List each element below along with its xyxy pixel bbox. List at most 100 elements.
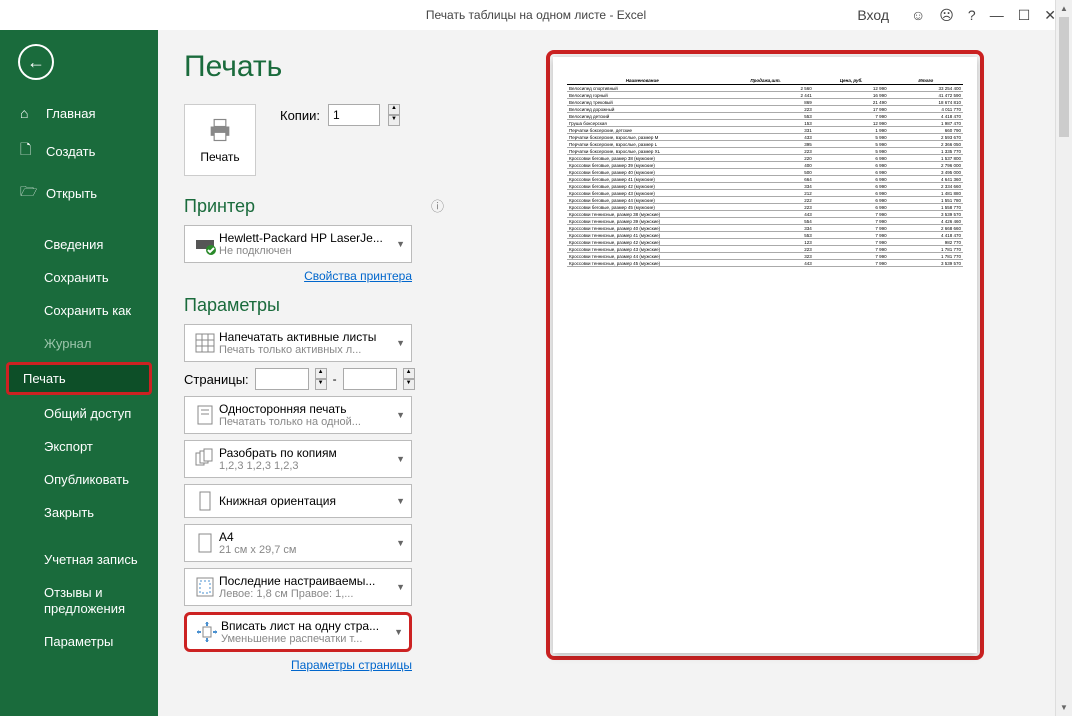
pages-to-input[interactable] [343, 368, 397, 390]
printer-status-icon [191, 232, 219, 256]
chevron-down-icon: ▼ [396, 538, 405, 548]
sidebar-item-options[interactable]: Параметры [0, 625, 158, 658]
spinner-up[interactable]: ▲ [315, 368, 327, 379]
backstage-sidebar: ← ⌂Главная 🗋Создать 🗁Открыть Сведения Со… [0, 30, 158, 716]
spinner-up[interactable]: ▲ [403, 368, 415, 379]
table-row: Велосипед горный2 44116 99041 472 590 [567, 92, 963, 99]
open-icon: 🗁 [20, 181, 36, 205]
table-row: Кроссовки беговые, размер 38 (мужские)22… [567, 155, 963, 162]
window-title: Печать таблицы на одном листе - Excel [426, 8, 646, 22]
table-row: Велосипед дорожный22317 9904 011 770 [567, 106, 963, 113]
spinner-down[interactable]: ▼ [403, 379, 415, 390]
table-header: Продажа,шт. [717, 77, 813, 85]
chevron-down-icon: ▼ [396, 496, 405, 506]
titlebar: Печать таблицы на одном листе - Excel Вх… [0, 0, 1072, 30]
printer-icon [206, 116, 234, 144]
scroll-thumb[interactable] [1059, 17, 1069, 137]
sidebar-item-close[interactable]: Закрыть [0, 496, 158, 529]
collate-dropdown[interactable]: Разобрать по копиям1,2,3 1,2,3 1,2,3 ▼ [184, 440, 412, 478]
frown-icon[interactable]: ☹ [939, 7, 954, 24]
chevron-down-icon: ▼ [394, 627, 403, 637]
table-row: Кроссовки беговые, размер 41 (мужские)66… [567, 176, 963, 183]
table-row: Груша боксерская15312 9901 987 470 [567, 120, 963, 127]
table-row: Кроссовки теннисные, размер 44 (мужские)… [567, 253, 963, 260]
table-row: Кроссовки теннисные, размер 45 (мужские)… [567, 260, 963, 267]
table-row: Кроссовки теннисные, размер 38 (мужские)… [567, 211, 963, 218]
sidebar-item-info[interactable]: Сведения [0, 228, 158, 261]
sidebar-item-account[interactable]: Учетная запись [0, 543, 158, 576]
sheets-dropdown[interactable]: Напечатать активные листыПечать только а… [184, 324, 412, 362]
table-row: Кроссовки теннисные, размер 42 (мужские)… [567, 239, 963, 246]
table-header: Цена, руб. [814, 77, 889, 85]
help-icon[interactable]: ? [968, 7, 976, 23]
chevron-down-icon: ▼ [396, 239, 405, 249]
spinner-down[interactable]: ▼ [388, 115, 400, 126]
table-row: Перчатки боксерские, детские3311 990660 … [567, 127, 963, 134]
page-title: Печать [184, 50, 444, 84]
chevron-down-icon: ▼ [396, 454, 405, 464]
preview-pane: НаименованиеПродажа,шт.Цена, руб.Итого В… [464, 50, 1066, 706]
table-row: Кроссовки теннисные, размер 43 (мужские)… [567, 246, 963, 253]
maximize-button[interactable]: ☐ [1018, 7, 1031, 24]
sidebar-item-create[interactable]: 🗋Создать [0, 130, 158, 172]
table-row: Кроссовки беговые, размер 42 (мужские)33… [567, 183, 963, 190]
pages-label: Страницы: [184, 372, 249, 387]
sidebar-item-saveas[interactable]: Сохранить как [0, 294, 158, 327]
print-button[interactable]: Печать [184, 104, 256, 176]
table-row: Велосипед спортивный2 56012 99033 254 40… [567, 85, 963, 92]
sidebar-item-open[interactable]: 🗁Открыть [0, 172, 158, 214]
sided-dropdown[interactable]: Односторонняя печатьПечатать только на о… [184, 396, 412, 434]
sheets-icon [191, 331, 219, 355]
printer-dropdown[interactable]: Hewlett-Packard HP LaserJe...Не подключе… [184, 225, 412, 263]
paper-dropdown[interactable]: A421 см x 29,7 см ▼ [184, 524, 412, 562]
params-heading: Параметры [184, 295, 444, 316]
print-action-row: Печать Копии: ▲▼ [184, 104, 444, 176]
main-area: ← ⌂Главная 🗋Создать 🗁Открыть Сведения Со… [0, 30, 1072, 716]
collate-icon [191, 447, 219, 471]
minimize-button[interactable]: — [990, 7, 1004, 23]
table-row: Перчатки боксерские, взрослые, размер XL… [567, 148, 963, 155]
table-row: Кроссовки теннисные, размер 39 (мужские)… [567, 218, 963, 225]
spinner-down[interactable]: ▼ [315, 379, 327, 390]
copies-label: Копии: [280, 108, 320, 123]
orientation-icon [191, 489, 219, 513]
copies-row: Копии: ▲▼ [280, 104, 400, 126]
pages-from-input[interactable] [255, 368, 309, 390]
printer-heading: Принтерⓘ [184, 196, 444, 217]
info-icon[interactable]: ⓘ [431, 196, 444, 215]
orientation-dropdown[interactable]: Книжная ориентация ▼ [184, 484, 412, 518]
printer-properties-link[interactable]: Свойства принтера [184, 269, 412, 283]
margins-dropdown[interactable]: Последние настраиваемы...Левое: 1,8 см П… [184, 568, 412, 606]
pages-row: Страницы: ▲▼ - ▲▼ [184, 368, 444, 390]
table-row: Кроссовки беговые, размер 44 (мужские)22… [567, 197, 963, 204]
table-row: Кроссовки беговые, размер 45 (мужские)22… [567, 204, 963, 211]
vertical-scrollbar[interactable]: ▲ ▼ [1055, 0, 1072, 716]
scroll-up-button[interactable]: ▲ [1056, 0, 1072, 17]
sidebar-item-print[interactable]: Печать [6, 362, 152, 395]
print-preview: НаименованиеПродажа,шт.Цена, руб.Итого В… [553, 57, 977, 653]
table-row: Кроссовки теннисные, размер 40 (мужские)… [567, 225, 963, 232]
chevron-down-icon: ▼ [396, 410, 405, 420]
back-button[interactable]: ← [18, 44, 54, 80]
sidebar-item-publish[interactable]: Опубликовать [0, 463, 158, 496]
copies-input[interactable] [328, 104, 380, 126]
scroll-down-button[interactable]: ▼ [1056, 699, 1072, 716]
sidebar-item-journal[interactable]: Журнал [0, 327, 158, 360]
preview-table: НаименованиеПродажа,шт.Цена, руб.Итого В… [567, 77, 963, 267]
sidebar-item-share[interactable]: Общий доступ [0, 397, 158, 430]
page-params-link[interactable]: Параметры страницы [184, 658, 412, 672]
sidebar-item-export[interactable]: Экспорт [0, 430, 158, 463]
sidebar-item-home[interactable]: ⌂Главная [0, 96, 158, 130]
paper-icon [191, 531, 219, 555]
sided-icon [191, 403, 219, 427]
smile-icon[interactable]: ☺ [911, 7, 925, 23]
table-row: Кроссовки теннисные, размер 41 (мужские)… [567, 232, 963, 239]
sidebar-item-feedback[interactable]: Отзывы и предложения [0, 576, 158, 625]
table-row: Кроссовки беговые, размер 39 (мужские)40… [567, 162, 963, 169]
table-row: Кроссовки беговые, размер 40 (мужские)50… [567, 169, 963, 176]
login-link[interactable]: Вход [857, 7, 889, 23]
new-icon: 🗋 [20, 139, 36, 163]
spinner-up[interactable]: ▲ [388, 104, 400, 115]
scale-dropdown[interactable]: Вписать лист на одну стра...Уменьшение р… [184, 612, 412, 652]
sidebar-item-save[interactable]: Сохранить [0, 261, 158, 294]
